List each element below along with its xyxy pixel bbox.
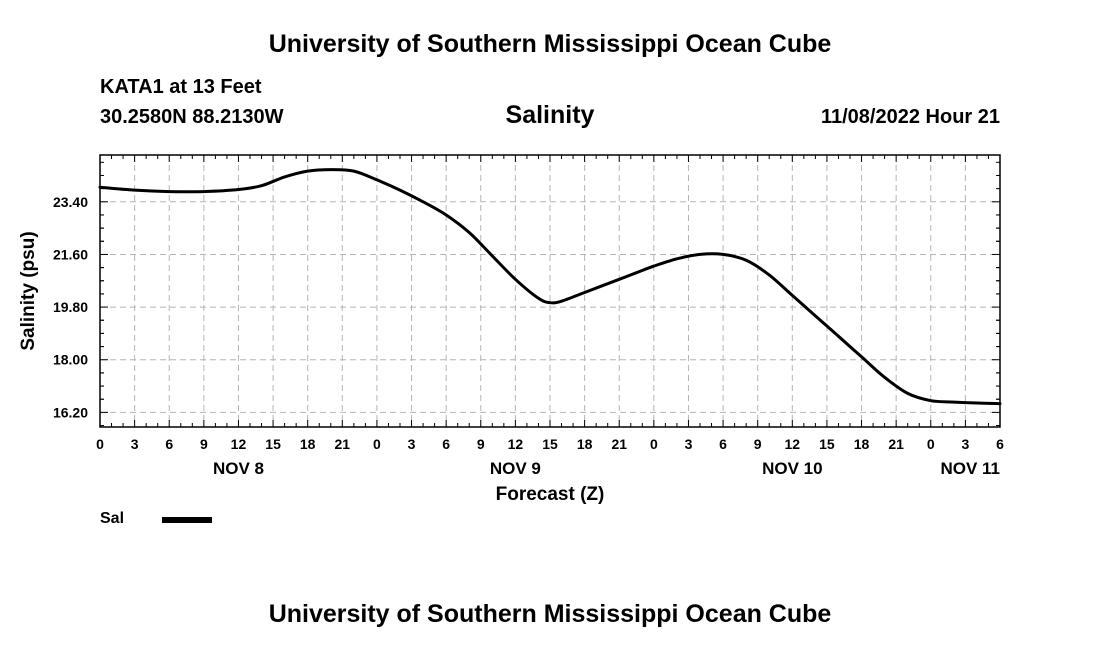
x-tick-label: 15 bbox=[542, 436, 558, 452]
x-tick-label: 3 bbox=[961, 436, 969, 452]
x-tick-label: 3 bbox=[131, 436, 139, 452]
x-tick-label: 0 bbox=[373, 436, 381, 452]
x-date-label: NOV 8 bbox=[213, 459, 264, 478]
x-tick-label: 0 bbox=[650, 436, 658, 452]
x-tick-label: 18 bbox=[854, 436, 870, 452]
x-tick-label: 9 bbox=[477, 436, 485, 452]
x-tick-label: 12 bbox=[785, 436, 801, 452]
x-tick-label: 6 bbox=[442, 436, 450, 452]
x-tick-label: 15 bbox=[819, 436, 835, 452]
x-tick-label: 15 bbox=[265, 436, 281, 452]
x-date-label: NOV 11 bbox=[940, 459, 1000, 478]
x-tick-label: 21 bbox=[888, 436, 904, 452]
series-line-sal bbox=[98, 168, 1002, 406]
x-tick-label: 12 bbox=[508, 436, 524, 452]
y-tick-label: 23.40 bbox=[53, 194, 88, 210]
x-date-label: NOV 10 bbox=[762, 459, 822, 478]
legend-swatch bbox=[162, 517, 212, 523]
y-tick-label: 19.80 bbox=[53, 299, 88, 315]
chart-footer-title: University of Southern Mississippi Ocean… bbox=[268, 600, 832, 628]
x-tick-label: 18 bbox=[577, 436, 593, 452]
x-tick-label: 18 bbox=[300, 436, 316, 452]
y-tick-label: 18.00 bbox=[53, 352, 88, 368]
x-tick-label: 6 bbox=[996, 436, 1004, 452]
x-tick-label: 0 bbox=[96, 436, 104, 452]
x-tick-label: 12 bbox=[231, 436, 247, 452]
forecast-timestamp: 11/08/2022 Hour 21 bbox=[820, 106, 1000, 128]
x-tick-label: 3 bbox=[685, 436, 693, 452]
station-name: KATA1 at 13 Feet bbox=[100, 76, 262, 98]
legend-label: Sal bbox=[100, 510, 125, 527]
x-tick-label: 21 bbox=[335, 436, 351, 452]
x-tick-label: 6 bbox=[719, 436, 727, 452]
x-axis-label: Forecast (Z) bbox=[496, 484, 605, 505]
x-date-label: NOV 9 bbox=[490, 459, 541, 478]
x-tick-label: 0 bbox=[927, 436, 935, 452]
x-tick-label: 9 bbox=[200, 436, 208, 452]
x-tick-label: 21 bbox=[611, 436, 627, 452]
y-tick-label: 16.20 bbox=[53, 404, 88, 420]
x-tick-label: 3 bbox=[408, 436, 416, 452]
station-coordinates: 30.2580N 88.2130W bbox=[100, 106, 284, 128]
chart-title: Salinity bbox=[505, 101, 595, 129]
x-tick-label: 6 bbox=[165, 436, 173, 452]
x-tick-label: 9 bbox=[754, 436, 762, 452]
y-axis-label: Salinity (psu) bbox=[18, 231, 39, 350]
chart-header-title: University of Southern Mississippi Ocean… bbox=[268, 30, 832, 58]
y-tick-label: 21.60 bbox=[53, 246, 88, 262]
